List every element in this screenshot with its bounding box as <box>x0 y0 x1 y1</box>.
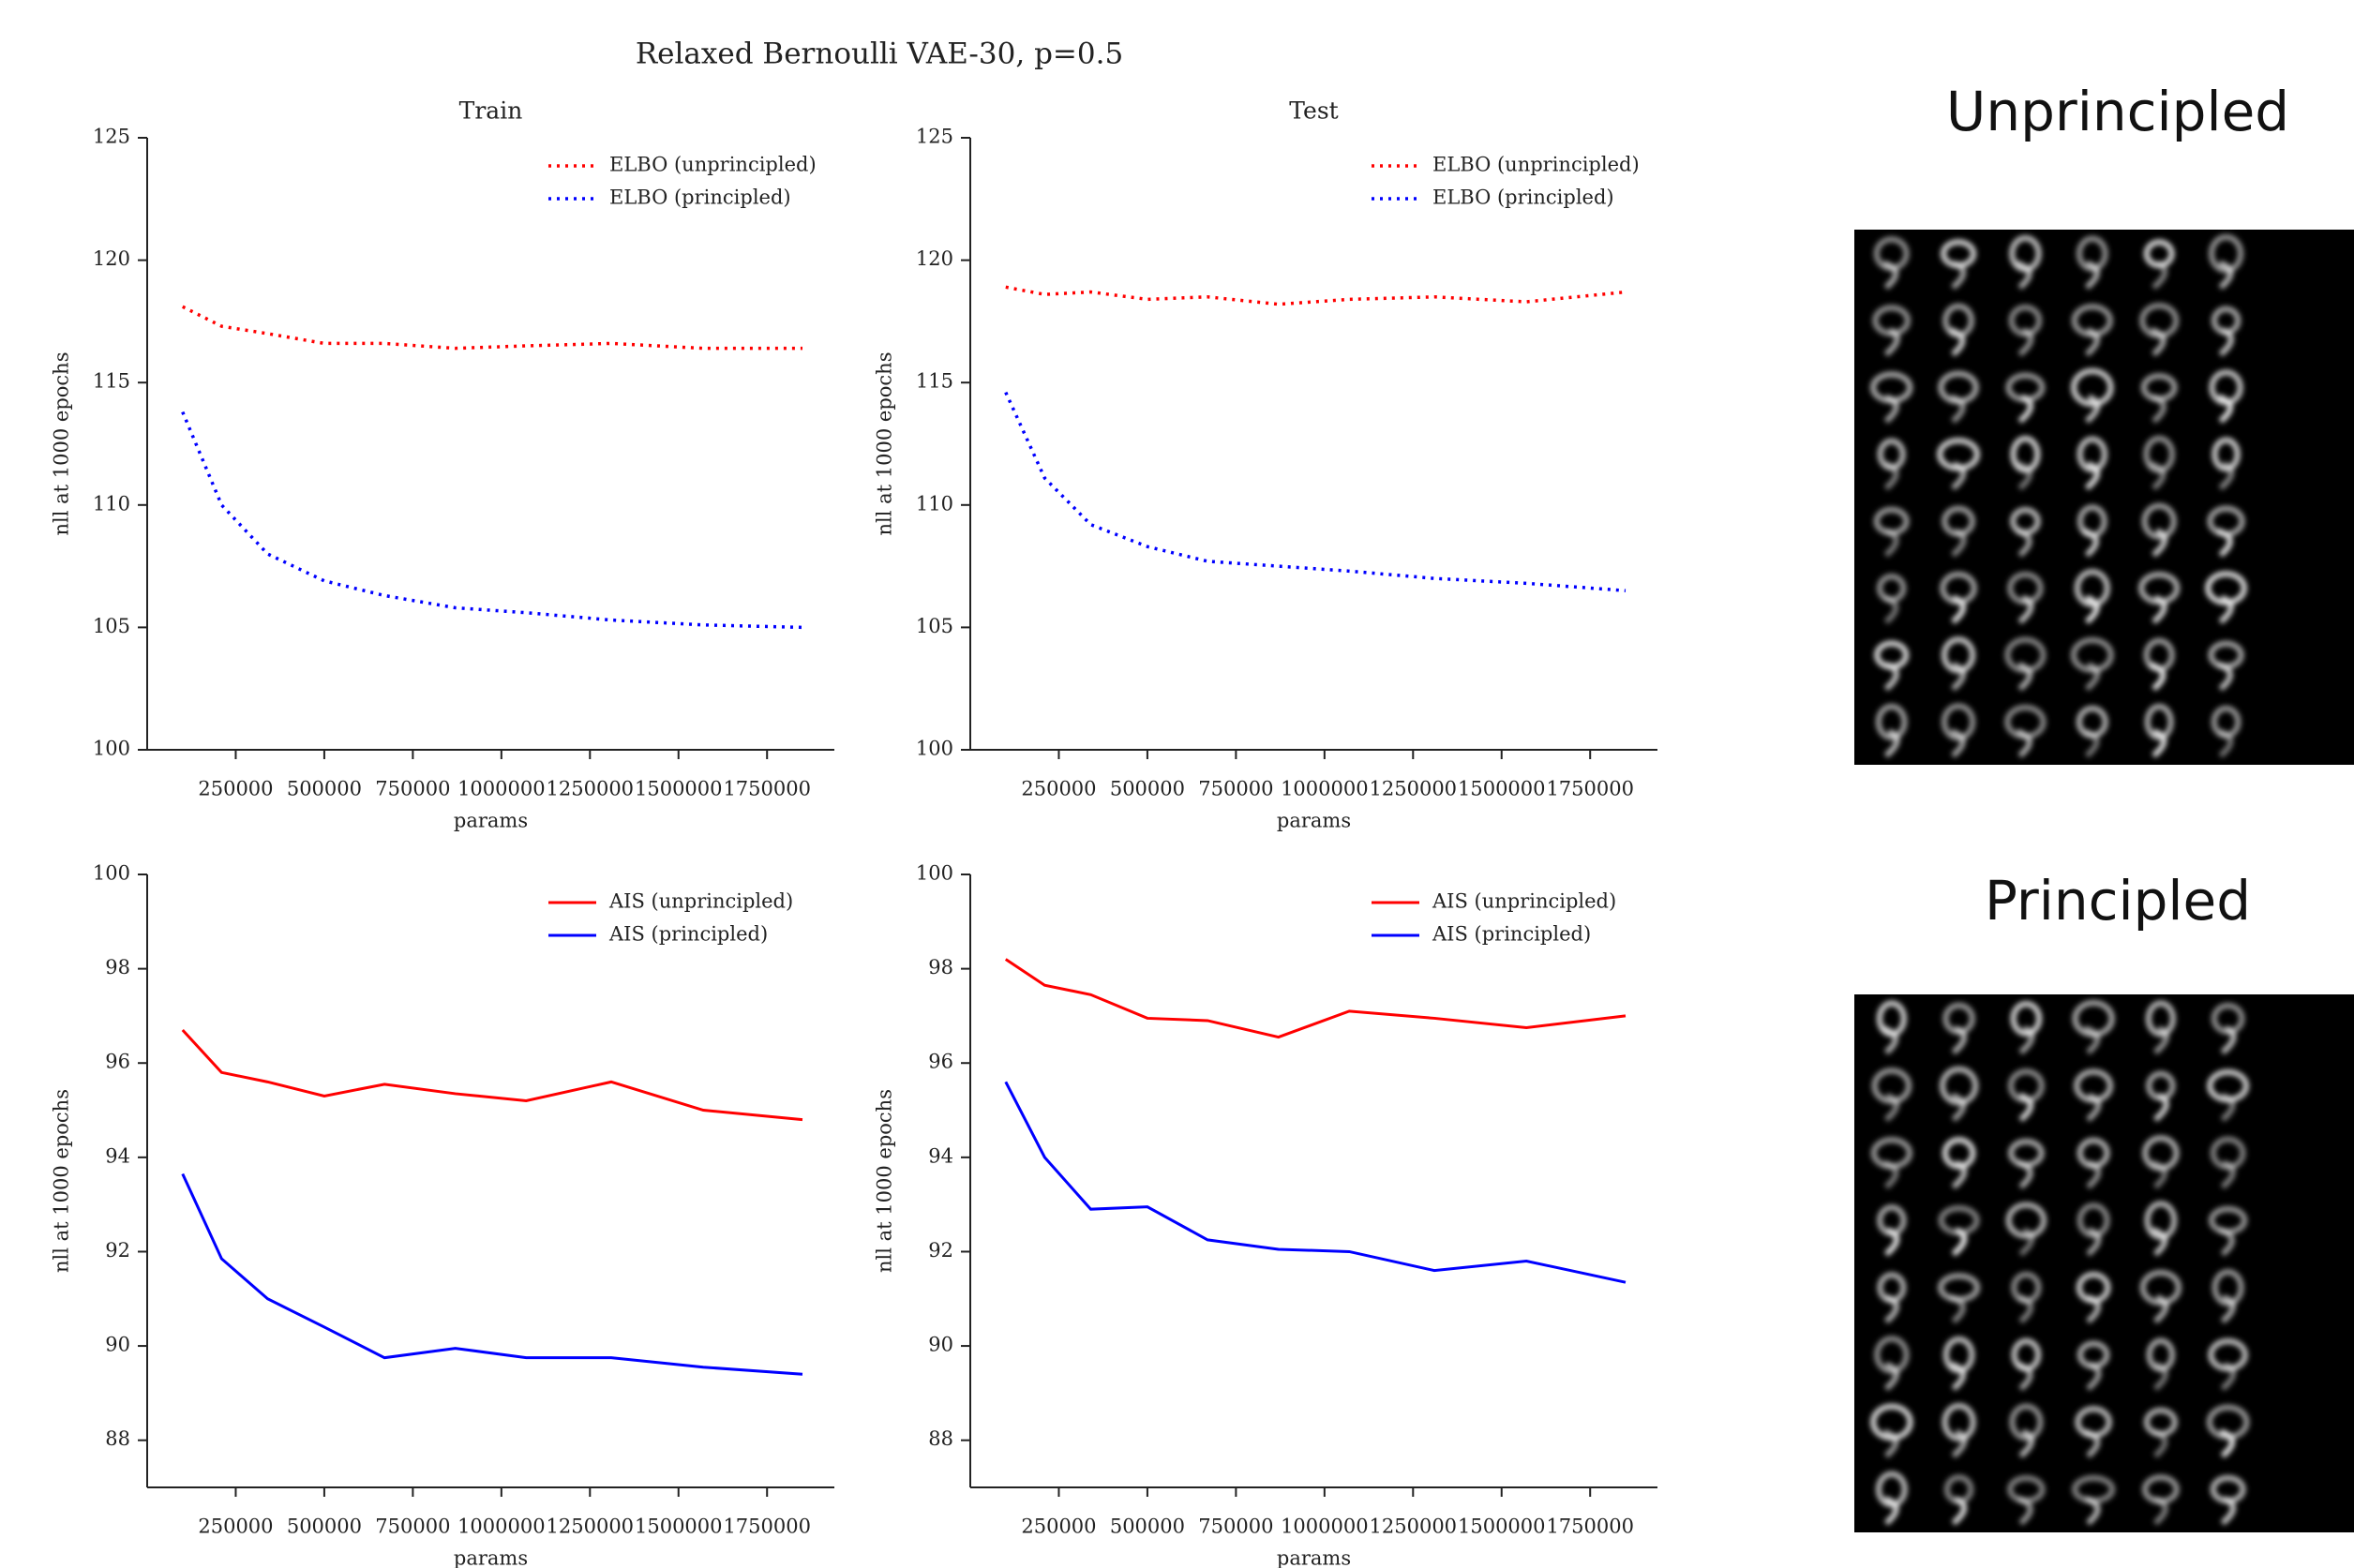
legend-label: AIS (principled) <box>1432 923 1591 946</box>
figure-title: Relaxed Bernoulli VAE-30, p=0.5 <box>636 37 1123 71</box>
x-tick-label: 1750000 <box>723 1516 811 1538</box>
y-tick-label: 94 <box>928 1144 953 1167</box>
y-tick-label: 98 <box>105 956 130 978</box>
x-axis-label: params <box>1277 1547 1351 1568</box>
x-tick-label: 1500000 <box>1458 1516 1546 1538</box>
series-line <box>183 412 802 628</box>
y-tick-label: 90 <box>928 1334 953 1356</box>
x-tick-label: 1000000 <box>1281 778 1369 800</box>
x-tick-label: 1500000 <box>635 1516 723 1538</box>
y-tick-label: 96 <box>105 1051 130 1073</box>
y-axis-label: nll at 1000 epochs <box>51 352 73 536</box>
y-tick-label: 100 <box>916 738 953 760</box>
y-tick-label: 92 <box>105 1239 130 1262</box>
y-tick-label: 110 <box>93 492 130 515</box>
x-tick-label: 1750000 <box>1546 1516 1634 1538</box>
y-tick-label: 115 <box>93 370 130 393</box>
x-tick-label: 250000 <box>1021 778 1096 800</box>
y-tick-label: 100 <box>93 862 130 885</box>
x-tick-label: 250000 <box>198 1516 273 1538</box>
series-line <box>183 1173 802 1374</box>
x-axis-label: params <box>454 1547 528 1568</box>
y-tick-label: 100 <box>93 738 130 760</box>
x-axis-label: params <box>1277 810 1351 832</box>
y-tick-label: 88 <box>928 1427 953 1450</box>
figure: Relaxed Bernoulli VAE-30, p=0.5 Unprinci… <box>0 0 2354 1568</box>
chart-title: Test <box>1289 97 1338 125</box>
y-tick-label: 88 <box>105 1427 130 1450</box>
x-tick-label: 250000 <box>198 778 273 800</box>
x-tick-label: 1500000 <box>635 778 723 800</box>
x-tick-label: 1000000 <box>1281 1516 1369 1538</box>
legend-label: ELBO (unprincipled) <box>609 154 817 176</box>
x-tick-label: 1000000 <box>457 778 546 800</box>
legend-label: AIS (principled) <box>608 923 768 946</box>
y-axis-label: nll at 1000 epochs <box>874 1089 896 1273</box>
x-tick-label: 500000 <box>1110 778 1185 800</box>
y-axis-label: nll at 1000 epochs <box>51 1089 73 1273</box>
x-tick-label: 750000 <box>375 1516 450 1538</box>
x-tick-label: 1500000 <box>1458 778 1546 800</box>
y-tick-label: 98 <box>928 956 953 978</box>
y-tick-label: 120 <box>93 247 130 270</box>
x-tick-label: 750000 <box>1198 1516 1273 1538</box>
x-axis-label: params <box>454 810 528 832</box>
legend-label: AIS (unprincipled) <box>1432 890 1616 913</box>
series-line <box>183 306 802 348</box>
legend-label: ELBO (unprincipled) <box>1432 154 1640 176</box>
series-line <box>183 1030 802 1120</box>
y-tick-label: 96 <box>928 1051 953 1073</box>
y-tick-label: 92 <box>928 1239 953 1262</box>
panel-label: Principled <box>1985 869 2251 933</box>
x-tick-label: 1250000 <box>1370 778 1458 800</box>
y-tick-label: 125 <box>93 126 130 148</box>
x-tick-label: 500000 <box>287 778 362 800</box>
y-tick-label: 120 <box>916 247 953 270</box>
legend-label: ELBO (principled) <box>609 187 791 209</box>
y-tick-label: 115 <box>916 370 953 393</box>
series-line <box>1006 1082 1626 1282</box>
y-tick-label: 105 <box>93 615 130 637</box>
y-tick-label: 105 <box>916 615 953 637</box>
x-tick-label: 500000 <box>1110 1516 1185 1538</box>
legend-label: ELBO (principled) <box>1432 187 1614 209</box>
y-tick-label: 100 <box>916 862 953 885</box>
x-tick-label: 1750000 <box>1546 778 1634 800</box>
y-axis-label: nll at 1000 epochs <box>874 352 896 536</box>
series-line <box>1006 287 1626 304</box>
x-tick-label: 1000000 <box>457 1516 546 1538</box>
x-tick-label: 750000 <box>375 778 450 800</box>
y-tick-label: 125 <box>916 126 953 148</box>
y-tick-label: 90 <box>105 1334 130 1356</box>
x-tick-label: 1750000 <box>723 778 811 800</box>
x-tick-label: 1250000 <box>1370 1516 1458 1538</box>
x-tick-label: 250000 <box>1021 1516 1096 1538</box>
panel-label: Unprincipled <box>1946 80 2289 143</box>
y-tick-label: 110 <box>916 492 953 515</box>
x-tick-label: 500000 <box>287 1516 362 1538</box>
x-tick-label: 1250000 <box>547 778 635 800</box>
x-tick-label: 750000 <box>1198 778 1273 800</box>
y-tick-label: 94 <box>105 1144 130 1167</box>
x-tick-label: 1250000 <box>547 1516 635 1538</box>
series-line <box>1006 960 1626 1038</box>
chart-title: Train <box>459 97 523 125</box>
legend-label: AIS (unprincipled) <box>608 890 793 913</box>
series-line <box>1006 393 1626 591</box>
